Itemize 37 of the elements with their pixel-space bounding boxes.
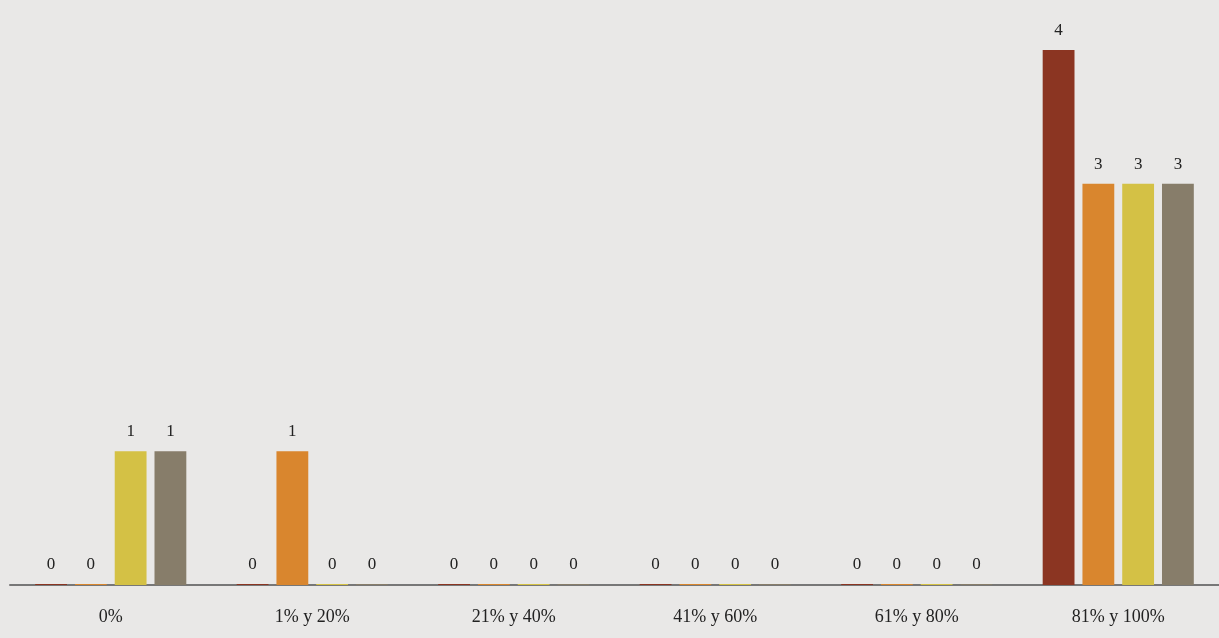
data-label: 0	[852, 554, 862, 573]
data-label: 3	[1173, 153, 1183, 173]
data-label: 0	[569, 554, 578, 573]
data-label: 0	[972, 554, 981, 573]
data-label: 0	[529, 554, 538, 573]
data-label: 1	[288, 421, 297, 441]
x-tick-label: 0%	[98, 606, 123, 626]
data-label: 0	[248, 554, 257, 573]
data-label: 0	[770, 554, 780, 573]
x-tick-label: 1% y 20%	[274, 606, 350, 626]
bar	[1042, 50, 1075, 585]
data-label: 3	[1133, 153, 1143, 173]
x-tick-label: 81% y 100%	[1071, 606, 1165, 626]
data-label: 0	[46, 554, 56, 573]
data-label: 0	[86, 554, 96, 573]
x-tick-label: 41% y 60%	[673, 606, 758, 626]
data-label: 0	[932, 554, 941, 573]
data-label: 1	[126, 421, 135, 441]
data-label: 0	[327, 554, 337, 573]
bar	[1162, 183, 1194, 585]
data-label: 0	[691, 554, 700, 573]
data-label: 0	[651, 554, 660, 573]
x-tick-label: 61% y 80%	[874, 606, 959, 626]
data-label: 0	[892, 554, 902, 573]
bar	[154, 451, 187, 585]
data-label: 0	[489, 554, 499, 573]
x-tick-label: 21% y 40%	[471, 606, 556, 626]
bar	[1082, 183, 1115, 585]
bar	[276, 451, 309, 585]
bar	[1122, 183, 1155, 585]
data-label: 0	[449, 554, 459, 573]
data-label: 3	[1094, 153, 1103, 173]
bar	[114, 451, 147, 585]
data-label: 0	[367, 554, 377, 573]
data-label: 1	[166, 421, 175, 441]
data-label: 0	[730, 554, 740, 573]
data-label: 4	[1054, 20, 1064, 39]
